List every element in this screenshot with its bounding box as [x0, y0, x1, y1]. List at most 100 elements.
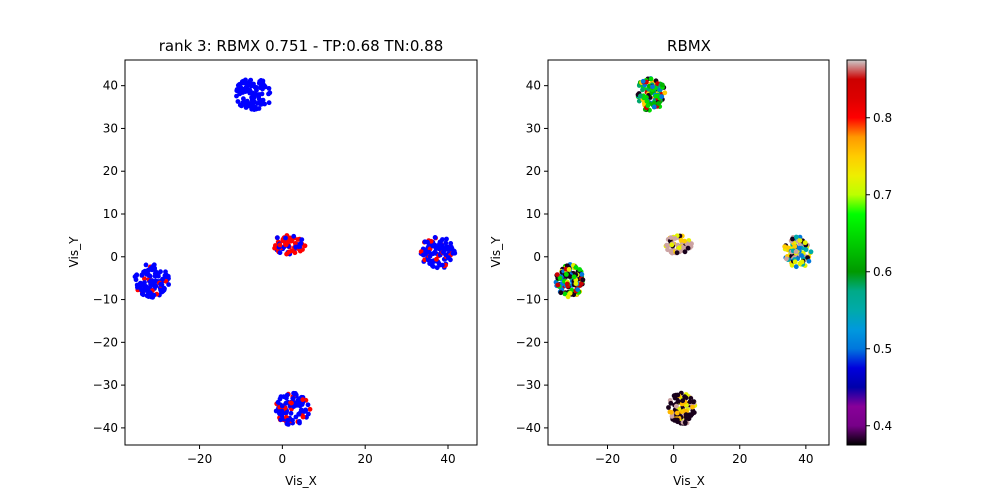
scatter-point — [676, 245, 682, 251]
scatter-point — [672, 236, 678, 241]
scatter-point — [645, 103, 651, 108]
scatter-point — [675, 398, 681, 404]
scatter-point — [247, 78, 253, 84]
scatter-point — [295, 237, 301, 242]
scatter-point — [571, 274, 577, 280]
scatter-point — [450, 250, 456, 256]
y-tick-label: 0 — [110, 250, 118, 264]
scatter-point — [283, 241, 288, 247]
right-x-axis-label: Vis_X — [673, 474, 705, 488]
scatter-point — [297, 419, 302, 424]
scatter-point — [558, 290, 564, 296]
scatter-point — [142, 268, 148, 274]
y-tick-label: −10 — [516, 293, 541, 307]
scatter-point — [283, 400, 289, 406]
scatter-point — [291, 404, 297, 409]
scatter-point — [690, 404, 695, 410]
scatter-point — [293, 244, 299, 250]
y-tick-label: −40 — [516, 421, 541, 435]
y-tick-label: 20 — [526, 164, 541, 178]
scatter-point — [266, 91, 271, 97]
scatter-point — [428, 238, 434, 244]
scatter-point — [674, 410, 680, 416]
colorbar-tick-label: 0.7 — [873, 188, 892, 202]
scatter-point — [680, 245, 686, 250]
scatter-point — [448, 257, 453, 263]
scatter-point — [289, 400, 294, 406]
scatter-point — [554, 272, 560, 277]
scatter-point — [434, 256, 439, 262]
scatter-point — [161, 287, 167, 293]
y-tick-label: −40 — [93, 421, 118, 435]
scatter-point — [300, 414, 306, 420]
scatter-point — [138, 280, 143, 286]
scatter-point — [565, 294, 571, 300]
right-chart-title: RBMX — [667, 37, 711, 55]
y-tick-label: 0 — [533, 250, 541, 264]
left-y-axis-ticks: −40 −30 −20 −10 0 10 20 30 40 — [93, 79, 125, 435]
scatter-point — [254, 85, 260, 90]
colorbar-tick-label: 0.6 — [873, 265, 892, 279]
left-x-axis-ticks: −20 0 20 40 — [187, 445, 456, 466]
scatter-point — [278, 417, 284, 423]
scatter-point — [237, 102, 243, 108]
scatter-point — [133, 277, 139, 283]
scatter-point — [792, 259, 798, 265]
scatter-point — [253, 106, 259, 112]
scatter-point — [793, 249, 799, 255]
scatter-point — [298, 407, 304, 413]
scatter-point — [564, 281, 570, 287]
scatter-point — [140, 288, 146, 293]
scatter-point — [244, 84, 250, 89]
scatter-point — [296, 396, 302, 401]
scatter-point — [675, 417, 680, 423]
colorbar-ticks: 0.4 0.5 0.6 0.7 0.8 — [866, 111, 892, 433]
scatter-point — [441, 249, 446, 255]
scatter-point — [285, 422, 291, 427]
scatter-point — [292, 391, 297, 397]
scatter-point — [275, 235, 280, 241]
scatter-point — [256, 94, 262, 99]
scatter-point — [797, 245, 802, 251]
scatter-point — [664, 242, 669, 248]
colorbar-tick-label: 0.8 — [873, 111, 892, 125]
scatter-point — [296, 411, 302, 417]
scatter-point — [577, 267, 582, 272]
x-tick-label: 20 — [358, 452, 373, 466]
scatter-point — [797, 261, 803, 267]
y-tick-label: 10 — [103, 207, 118, 221]
scatter-point — [426, 249, 432, 255]
scatter-point — [669, 409, 674, 415]
scatter-point — [562, 291, 568, 297]
scatter-point — [782, 244, 788, 250]
scatter-point — [691, 399, 696, 405]
scatter-point — [237, 89, 242, 95]
y-tick-label: −30 — [516, 378, 541, 392]
scatter-point — [298, 241, 304, 246]
scatter-point — [669, 242, 675, 248]
scatter-point — [248, 83, 254, 89]
scatter-point — [573, 281, 579, 286]
scatter-point — [682, 249, 688, 255]
scatter-point — [234, 93, 239, 99]
scatter-point — [276, 409, 282, 415]
scatter-point — [147, 292, 152, 298]
scatter-point — [307, 406, 313, 412]
scatter-point — [431, 250, 437, 256]
scatter-point — [682, 238, 687, 244]
left-plot-frame — [124, 59, 478, 446]
scatter-point — [278, 394, 284, 400]
scatter-point — [288, 410, 294, 416]
scatter-point — [249, 98, 255, 103]
scatter-point — [284, 392, 290, 398]
scatter-point — [151, 282, 157, 288]
scatter-point — [140, 292, 146, 298]
scatter-point — [434, 265, 440, 271]
scatter-point — [297, 248, 303, 254]
scatter-point — [564, 272, 569, 277]
scatter-point — [443, 240, 449, 246]
scatter-point — [258, 78, 264, 83]
y-tick-label: 20 — [103, 164, 118, 178]
scatter-point — [665, 247, 670, 253]
